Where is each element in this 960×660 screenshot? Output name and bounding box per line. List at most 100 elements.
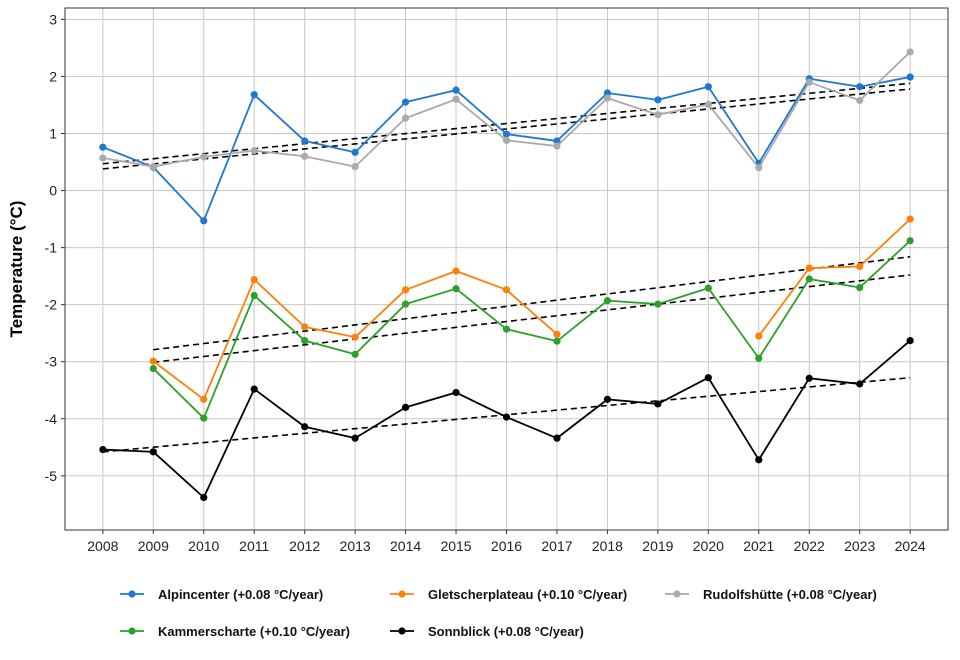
data-point [805, 275, 813, 283]
data-point [452, 285, 460, 293]
series-line [758, 218, 911, 337]
y-tick-label: 3 [49, 11, 57, 27]
data-point [856, 262, 864, 271]
data-point [704, 284, 712, 292]
data-point [654, 111, 662, 119]
x-tick-label: 2012 [289, 538, 320, 554]
x-tick-label: 2020 [693, 538, 724, 554]
data-point [301, 137, 309, 145]
data-point [250, 385, 258, 393]
x-tick-label: 2023 [844, 538, 875, 554]
data-point [502, 286, 511, 294]
legend-key-point [398, 590, 406, 598]
y-tick-label: 2 [49, 68, 57, 84]
data-point [755, 456, 763, 464]
series-3 [149, 237, 914, 422]
data-point [301, 323, 309, 331]
x-tick-label: 2024 [895, 538, 926, 554]
data-point [301, 336, 309, 345]
series-0 [99, 73, 914, 225]
x-tick-label: 2009 [138, 538, 169, 554]
x-tick-label: 2022 [794, 538, 825, 554]
trend-line [153, 274, 911, 364]
trend-line [102, 88, 911, 170]
y-tick-label: -5 [45, 468, 58, 484]
data-point [755, 164, 763, 172]
data-point [250, 91, 258, 99]
trend-line [153, 255, 911, 351]
data-point [452, 388, 460, 397]
x-tick-label: 2016 [491, 538, 522, 554]
x-tick-label: 2018 [592, 538, 623, 554]
data-point [200, 414, 208, 422]
data-point [99, 143, 107, 151]
series-2 [99, 48, 914, 172]
data-point [805, 78, 813, 86]
x-tick-label: 2015 [440, 538, 471, 554]
data-point [906, 215, 914, 223]
data-point [99, 445, 107, 454]
series-1 [149, 215, 914, 403]
data-point [856, 96, 864, 105]
data-point [351, 434, 359, 442]
y-axis-ticks: 3 2 1 0 -1 -2 -3 -4 -5 [45, 11, 65, 484]
data-point [250, 147, 258, 155]
data-point [553, 337, 561, 345]
data-point [654, 400, 662, 408]
data-point [856, 283, 864, 292]
trend-line [102, 82, 911, 165]
y-tick-label: 1 [49, 126, 57, 142]
series-lines [99, 48, 914, 502]
y-tick-label: -3 [45, 354, 58, 370]
x-tick-label: 2010 [188, 538, 219, 554]
legend-item: Rudolfshütte (+0.08 °C/year) [665, 587, 877, 602]
x-axis-ticks: 2008 2009 2010 2011 2012 2013 2014 2015 2016 2017… [87, 530, 926, 554]
x-tick-label: 2017 [541, 538, 572, 554]
data-point [553, 434, 561, 442]
grid-lines [65, 8, 948, 530]
data-point [149, 364, 157, 373]
data-point [502, 413, 511, 421]
legend-label: Gletscherplateau (+0.10 °C/year) [428, 587, 627, 602]
legend-key-point [673, 590, 681, 598]
data-point [502, 325, 511, 333]
data-point [603, 395, 612, 403]
data-point [452, 267, 460, 275]
legend-key-point [128, 590, 136, 598]
series-4 [99, 336, 914, 502]
series-line [152, 240, 911, 420]
data-point [906, 336, 914, 345]
y-tick-label: -4 [45, 411, 58, 427]
data-point [452, 86, 460, 94]
data-point [351, 148, 359, 156]
x-tick-label: 2014 [390, 538, 421, 554]
legend-key-point [398, 627, 406, 635]
data-point [502, 130, 511, 138]
data-point [250, 275, 258, 284]
data-point [502, 136, 511, 144]
data-point [603, 89, 612, 97]
data-point [906, 73, 914, 81]
data-point [805, 264, 813, 272]
data-point [351, 162, 359, 171]
data-point [603, 94, 612, 102]
data-point [603, 297, 612, 305]
x-tick-label: 2011 [239, 538, 269, 554]
legend: Alpincenter (+0.08 °C/year) Gletscherplat… [120, 587, 877, 639]
data-point [149, 448, 157, 456]
data-point [99, 154, 107, 162]
data-point [906, 237, 914, 245]
data-point [805, 374, 813, 382]
data-point [401, 403, 410, 411]
x-tick-label: 2019 [642, 538, 673, 554]
data-point [149, 162, 157, 171]
data-point [200, 217, 208, 225]
data-point [401, 114, 410, 122]
data-point [856, 380, 864, 388]
data-point [704, 83, 712, 91]
x-tick-label: 2008 [87, 538, 118, 554]
y-tick-label: -1 [45, 240, 58, 256]
data-point [149, 357, 157, 365]
legend-label: Kammerscharte (+0.10 °C/year) [158, 624, 350, 639]
